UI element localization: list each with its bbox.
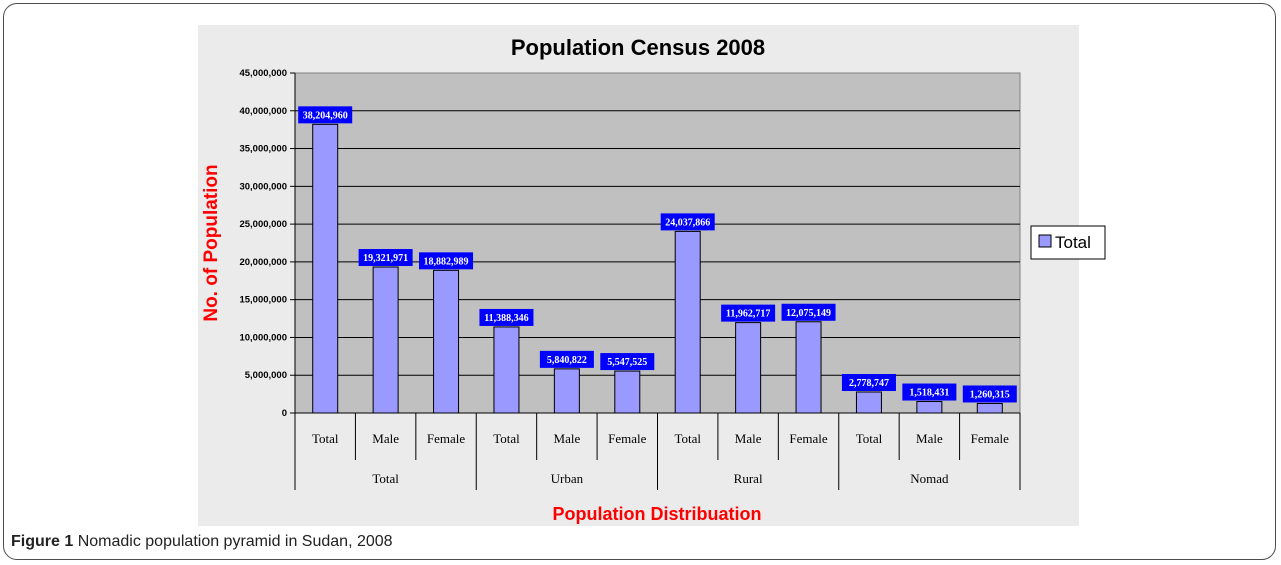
data-label: 1,518,431 bbox=[909, 388, 949, 399]
x-tick-label: Female bbox=[789, 431, 827, 446]
bar bbox=[674, 230, 701, 414]
y-tick-label: 25,000,000 bbox=[239, 219, 287, 230]
x-group-label: Nomad bbox=[910, 471, 949, 486]
data-label-box bbox=[721, 304, 776, 322]
x-tick-label: Male bbox=[554, 431, 581, 446]
bar bbox=[976, 402, 1003, 414]
x-tick-label: Total bbox=[856, 431, 883, 446]
data-label: 18,882,989 bbox=[424, 256, 469, 267]
data-label-box bbox=[962, 385, 1017, 403]
x-group-label: Rural bbox=[734, 471, 763, 486]
data-label: 2,778,747 bbox=[849, 378, 889, 389]
x-tick-label: Male bbox=[916, 431, 943, 446]
y-tick-label: 30,000,000 bbox=[239, 181, 287, 192]
data-label: 24,037,866 bbox=[665, 217, 710, 228]
y-tick-label: 0 bbox=[282, 408, 287, 419]
y-tick-label: 10,000,000 bbox=[239, 332, 287, 343]
bar bbox=[312, 123, 339, 414]
legend-swatch bbox=[1038, 234, 1052, 248]
data-label-box bbox=[902, 383, 957, 401]
caption-text: Nomadic population pyramid in Sudan, 200… bbox=[77, 533, 393, 550]
y-tick-label: 35,000,000 bbox=[239, 144, 287, 155]
bar bbox=[493, 326, 520, 414]
plot-area bbox=[294, 72, 1021, 414]
data-label: 19,321,971 bbox=[363, 253, 408, 264]
legend-label: Total bbox=[1055, 233, 1091, 252]
x-tick-label: Total bbox=[674, 431, 701, 446]
bar bbox=[372, 266, 399, 414]
data-label: 5,547,525 bbox=[607, 357, 647, 368]
x-tick-label: Female bbox=[608, 431, 646, 446]
bar bbox=[916, 401, 943, 414]
data-label-box bbox=[600, 353, 655, 371]
figure-caption: Figure 1 Nomadic population pyramid in S… bbox=[11, 533, 393, 551]
data-label-box bbox=[841, 374, 896, 392]
y-tick-label: 5,000,000 bbox=[245, 370, 287, 381]
y-axis-title: No. of Population bbox=[201, 164, 222, 321]
caption-label: Figure 1 bbox=[11, 533, 74, 550]
data-label: 1,260,315 bbox=[970, 389, 1010, 400]
data-label-box bbox=[419, 252, 474, 270]
chart-title: Population Census 2008 bbox=[511, 35, 765, 60]
bar bbox=[553, 368, 580, 414]
legend: Total bbox=[1030, 225, 1106, 260]
bar bbox=[795, 321, 822, 414]
figure-frame bbox=[3, 3, 1276, 560]
x-axis-title: Population Distribuation bbox=[553, 504, 762, 524]
data-label-box bbox=[479, 308, 534, 326]
data-label: 5,840,822 bbox=[547, 355, 587, 366]
bar bbox=[433, 269, 460, 414]
data-label: 11,388,346 bbox=[484, 313, 528, 324]
data-label: 11,962,717 bbox=[726, 309, 770, 320]
x-tick-label: Total bbox=[493, 431, 520, 446]
y-tick-label: 15,000,000 bbox=[239, 295, 287, 306]
data-label-box bbox=[660, 213, 715, 231]
data-label: 38,204,960 bbox=[303, 110, 348, 121]
data-label-box bbox=[781, 303, 836, 321]
x-group-label: Urban bbox=[551, 471, 584, 486]
x-tick-label: Female bbox=[427, 431, 465, 446]
data-label: 12,075,149 bbox=[786, 308, 831, 319]
data-label-box bbox=[358, 249, 413, 267]
data-label-box bbox=[539, 350, 594, 368]
x-tick-label: Male bbox=[372, 431, 399, 446]
x-tick-label: Total bbox=[312, 431, 339, 446]
x-tick-label: Female bbox=[971, 431, 1009, 446]
y-tick-label: 20,000,000 bbox=[239, 257, 287, 268]
y-tick-label: 40,000,000 bbox=[239, 106, 287, 117]
x-tick-label: Male bbox=[735, 431, 762, 446]
x-group-label: Total bbox=[372, 471, 399, 486]
bar bbox=[855, 391, 882, 414]
data-label-box bbox=[298, 106, 353, 124]
bar bbox=[614, 370, 641, 414]
y-tick-label: 45,000,000 bbox=[239, 68, 287, 79]
bar bbox=[735, 322, 762, 414]
